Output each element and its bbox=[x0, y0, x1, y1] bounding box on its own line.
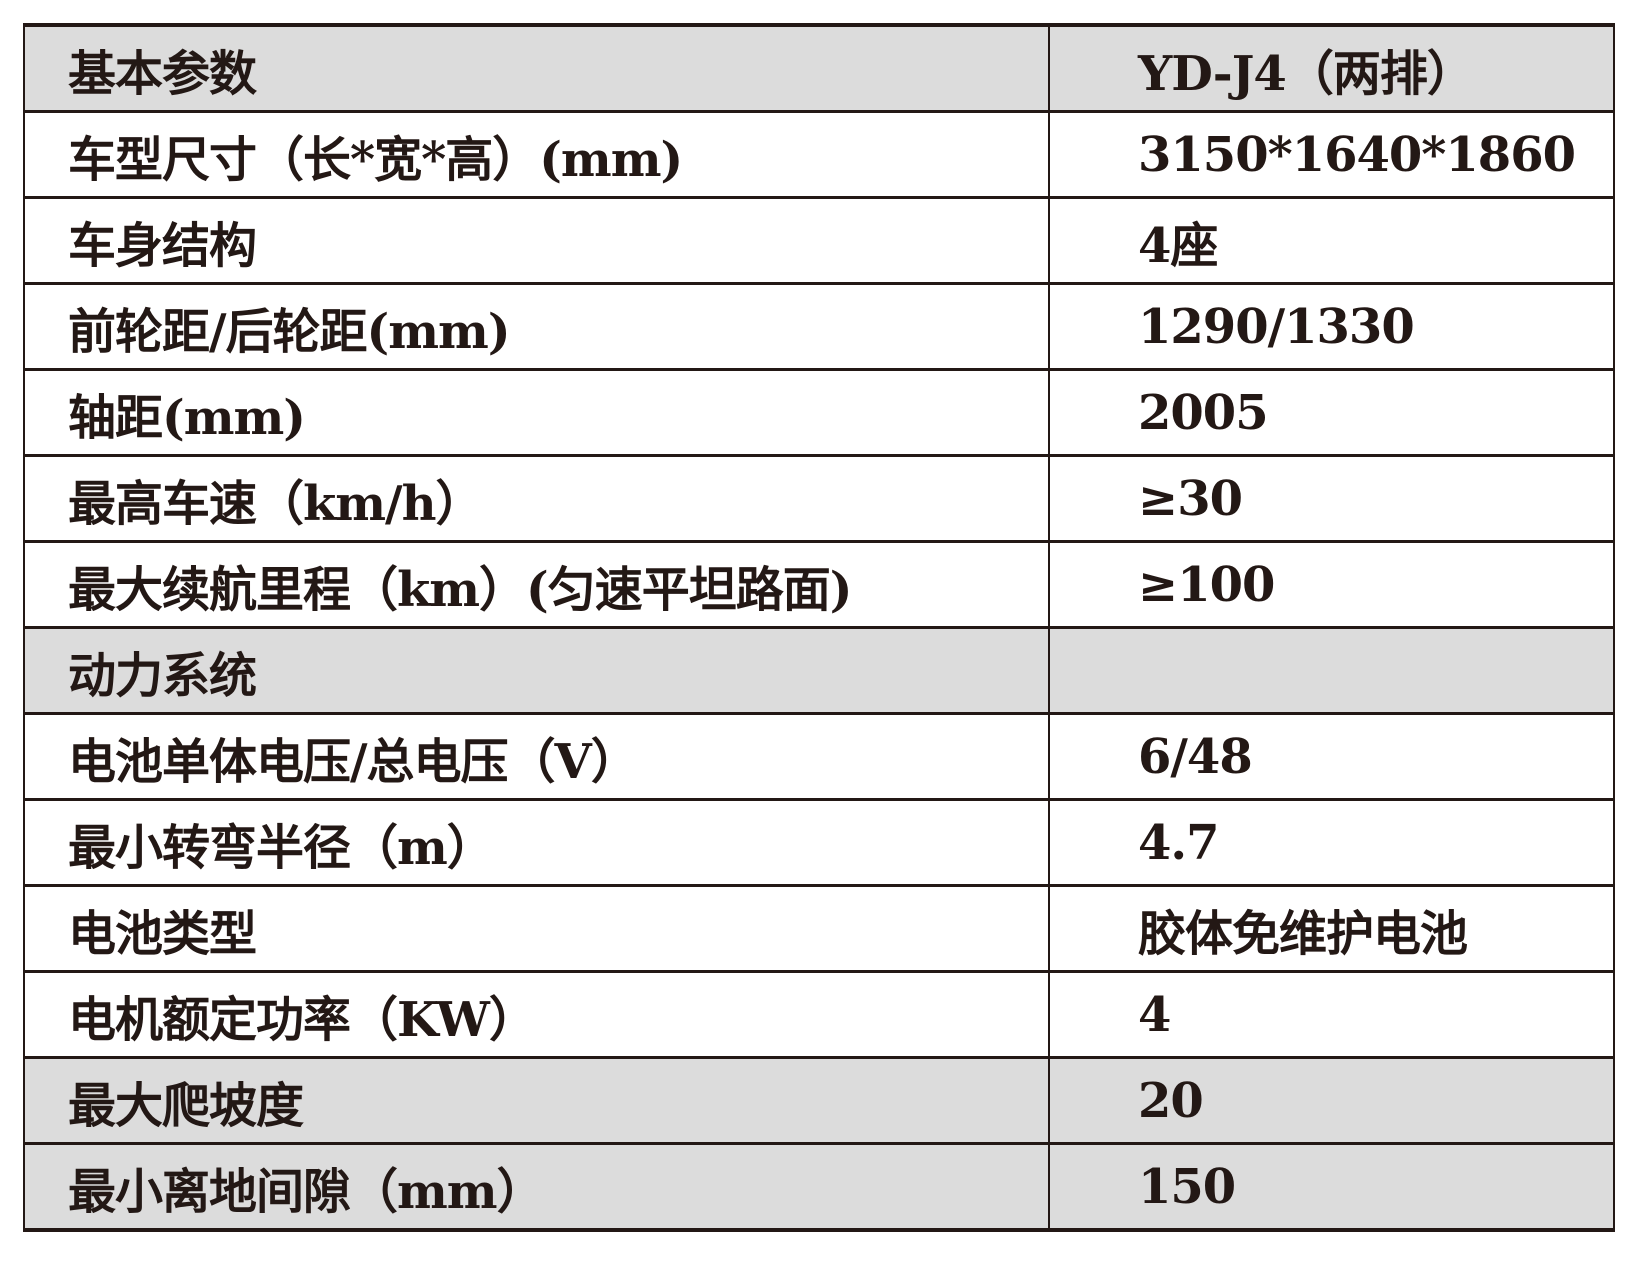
spec-value: 4 bbox=[1048, 970, 1615, 1058]
spec-label: 车身结构 bbox=[23, 196, 1050, 284]
table-row: 最小转弯半径（m） 4.7 bbox=[23, 798, 1615, 886]
spec-label: 最小离地间隙（mm） bbox=[23, 1142, 1050, 1230]
spec-value: ≥30 bbox=[1048, 454, 1615, 542]
spec-label: 车型尺寸（长*宽*高）(mm) bbox=[23, 110, 1050, 198]
table-row: 车身结构 4座 bbox=[23, 196, 1615, 284]
spec-label: 最高车速（km/h） bbox=[23, 454, 1050, 542]
table-row: 车型尺寸（长*宽*高）(mm) 3150*1640*1860 bbox=[23, 110, 1615, 198]
spec-value: 3150*1640*1860 bbox=[1048, 110, 1615, 198]
spec-label: 最大续航里程（km）(匀速平坦路面) bbox=[23, 540, 1050, 628]
spec-label: 轴距(mm) bbox=[23, 368, 1050, 456]
table-row: 动力系统 bbox=[23, 626, 1615, 714]
spec-label: 前轮距/后轮距(mm) bbox=[23, 282, 1050, 370]
spec-label: 动力系统 bbox=[23, 626, 1050, 714]
spec-value bbox=[1048, 626, 1615, 714]
table-row: 电池单体电压/总电压（V） 6/48 bbox=[23, 712, 1615, 800]
spec-label: 电机额定功率（KW） bbox=[23, 970, 1050, 1058]
spec-label: 最小转弯半径（m） bbox=[23, 798, 1050, 886]
spec-value: 150 bbox=[1048, 1142, 1615, 1230]
table-row: 基本参数 YD-J4（两排） bbox=[23, 23, 1615, 112]
table-row: 最大爬坡度 20 bbox=[23, 1056, 1615, 1144]
spec-value: ≥100 bbox=[1048, 540, 1615, 628]
table-row: 前轮距/后轮距(mm) 1290/1330 bbox=[23, 282, 1615, 370]
spec-value: 6/48 bbox=[1048, 712, 1615, 800]
spec-value: 2005 bbox=[1048, 368, 1615, 456]
spec-value: 1290/1330 bbox=[1048, 282, 1615, 370]
table-row: 电机额定功率（KW） 4 bbox=[23, 970, 1615, 1058]
spec-value: 4座 bbox=[1048, 196, 1615, 284]
spec-value: 20 bbox=[1048, 1056, 1615, 1144]
table-row: 电池类型 胶体免维护电池 bbox=[23, 884, 1615, 972]
table-row: 最小离地间隙（mm） 150 bbox=[23, 1142, 1615, 1230]
table-row: 轴距(mm) 2005 bbox=[23, 368, 1615, 456]
spec-table: 基本参数 YD-J4（两排） 车型尺寸（长*宽*高）(mm) 3150*1640*18… bbox=[23, 23, 1615, 1232]
table-row: 最高车速（km/h） ≥30 bbox=[23, 454, 1615, 542]
spec-value: 胶体免维护电池 bbox=[1048, 884, 1615, 972]
spec-label: 最大爬坡度 bbox=[23, 1056, 1050, 1144]
spec-value: YD-J4（两排） bbox=[1048, 23, 1615, 112]
spec-value: 4.7 bbox=[1048, 798, 1615, 886]
spec-label: 基本参数 bbox=[23, 23, 1050, 112]
table-row: 最大续航里程（km）(匀速平坦路面) ≥100 bbox=[23, 540, 1615, 628]
spec-label: 电池类型 bbox=[23, 884, 1050, 972]
spec-label: 电池单体电压/总电压（V） bbox=[23, 712, 1050, 800]
